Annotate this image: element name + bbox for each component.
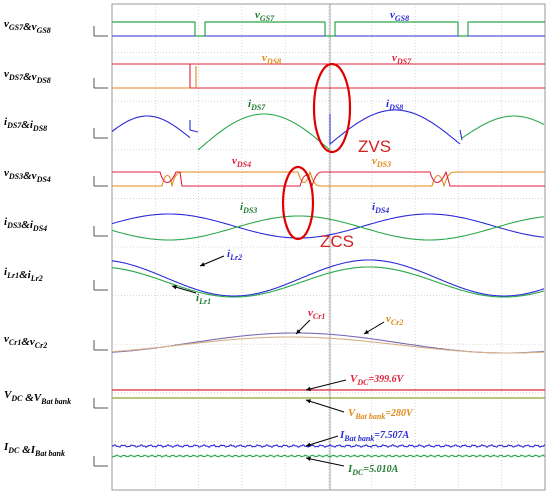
trace-vcr1 — [111, 332, 545, 354]
trace-ibat — [111, 444, 546, 448]
label-vds4: vDS4 — [232, 155, 251, 169]
zcs-ellipse — [281, 165, 315, 241]
label-ilr1: iLr1 — [196, 292, 211, 306]
row-label: vCr1&vCr2 — [4, 333, 47, 350]
zvs-ellipse — [312, 62, 352, 154]
trace-ilr2 — [111, 259, 545, 297]
arrow-ilr1 — [171, 285, 197, 294]
trace-ilr1 — [111, 266, 545, 298]
row-label: iDS3&iDS4 — [4, 216, 47, 233]
arrow-vbat — [305, 399, 345, 413]
ground-marker — [93, 226, 108, 237]
label-ids3: iDS3 — [240, 201, 257, 215]
channel-labels: vGS7&vGS8 vDS7&vDS8 iDS7&iDS8 vDS3&vDS4 iDS3… — [3, 18, 71, 458]
row-label: iDS7&iDS8 — [4, 116, 47, 133]
trace-ids7-right — [461, 115, 545, 139]
label-vbat: VBat bank=280V — [348, 407, 414, 421]
trace-ids-edge2 — [459, 129, 463, 141]
ground-marker — [93, 128, 108, 139]
trace-ids8-left — [111, 115, 191, 139]
label-vcr1: vCr1 — [308, 307, 325, 321]
trace-ids7 — [197, 113, 331, 151]
zvs-label: ZVS — [358, 137, 391, 156]
label-vds7: vDS7 — [392, 52, 412, 66]
trace-ids4 — [111, 213, 545, 239]
trace-ids8 — [329, 109, 461, 145]
ground-marker — [93, 176, 108, 187]
label-ilr2: iLr2 — [227, 248, 242, 262]
ground-marker — [93, 26, 108, 37]
label-vcr2: vCr2 — [386, 313, 403, 327]
arrow-ibat — [305, 435, 339, 447]
arrow-vcr2 — [363, 321, 385, 335]
label-ids7: iDS7 — [248, 98, 266, 112]
trace-annotations: vGS7 vGS8 vDS8 vDS7 iDS7 iDS8 vDS4 vDS3 iDS3 iDS4… — [171, 9, 414, 477]
label-vdc: VDC=399.6V — [350, 373, 405, 387]
arrow-vdc — [305, 379, 347, 392]
trace-idc — [111, 454, 546, 458]
label-vgs7: vGS7 — [255, 9, 275, 23]
ground-marker — [93, 398, 108, 409]
label-idc: IDC=5.010A — [347, 463, 399, 477]
trace-vcr2 — [111, 336, 545, 354]
arrow-vcr1 — [295, 319, 311, 335]
trace-vds3 — [112, 171, 545, 187]
row-label: vDS3&vDS4 — [4, 167, 51, 184]
row-label: VDC &VBat bank — [4, 389, 71, 406]
label-vds3: vDS3 — [372, 155, 391, 169]
label-ids4: iDS4 — [372, 201, 389, 215]
ground-marker — [93, 78, 108, 89]
ground-marker — [93, 280, 108, 291]
ground-marker — [93, 456, 108, 467]
label-vds8: vDS8 — [262, 52, 281, 66]
trace-ids-step — [189, 120, 199, 133]
trace-vds7-seg — [112, 63, 545, 89]
row-label: iLr1&iLr2 — [4, 266, 43, 283]
waveform-traces — [111, 21, 546, 458]
label-ibat: IBat bank=7.507A — [339, 429, 409, 443]
label-vgs8: vGS8 — [390, 9, 409, 23]
arrow-idc — [305, 456, 345, 467]
arrow-ilr2 — [199, 255, 225, 267]
zcs-label: ZCS — [320, 232, 354, 251]
trace-vgs7 — [112, 21, 545, 37]
trace-ids3 — [111, 215, 545, 241]
row-label: IDC &IBat bank — [3, 441, 65, 458]
row-label: vDS7&vDS8 — [4, 68, 51, 85]
ground-marker — [93, 340, 108, 351]
label-ids8: iDS8 — [386, 98, 403, 112]
row-label: vGS7&vGS8 — [4, 18, 51, 35]
